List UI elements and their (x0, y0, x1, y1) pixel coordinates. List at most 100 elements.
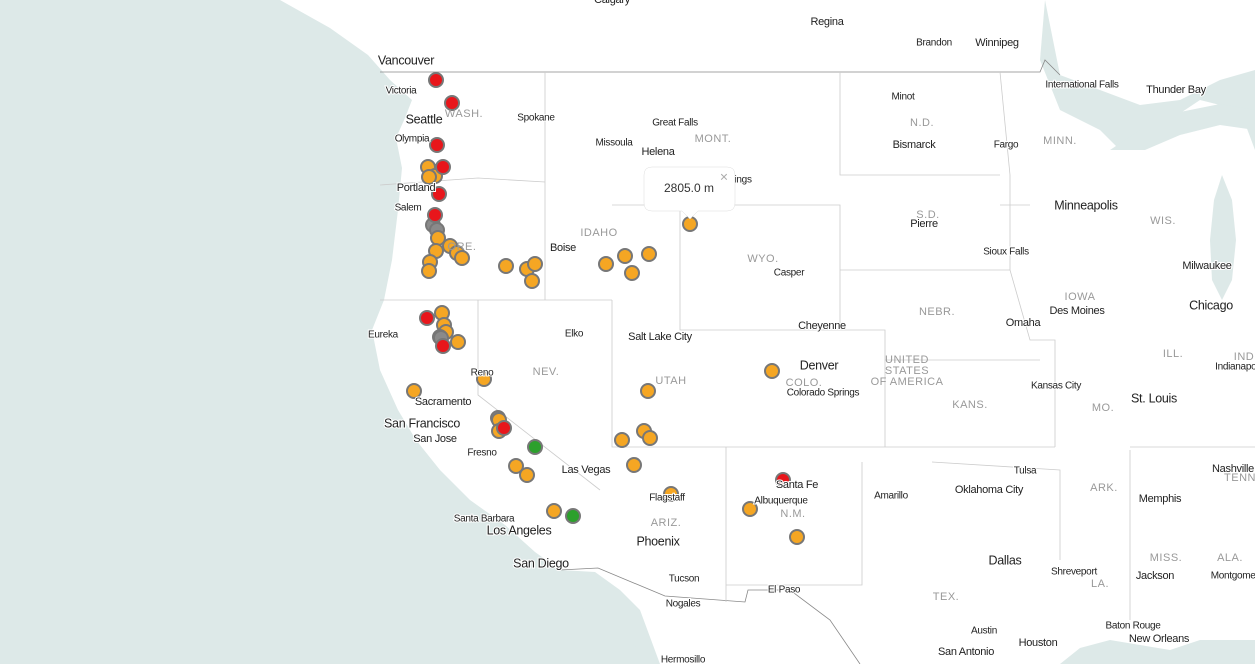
station-marker[interactable] (624, 265, 640, 281)
region-label: IOWA (1065, 291, 1096, 303)
station-marker[interactable] (419, 310, 435, 326)
city-label: Omaha (1006, 317, 1042, 329)
station-marker[interactable] (519, 467, 535, 483)
region-label: UTAH (655, 375, 686, 387)
station-marker[interactable] (429, 137, 445, 153)
station-marker[interactable] (626, 457, 642, 473)
region-label: ALA. (1217, 552, 1243, 564)
region-label: WIS. (1150, 215, 1176, 227)
city-label: Spokane (517, 113, 555, 124)
station-marker[interactable] (546, 503, 562, 519)
city-label: Helena (641, 146, 675, 158)
station-marker[interactable] (406, 383, 422, 399)
station-marker[interactable] (764, 363, 780, 379)
city-label: San Jose (413, 433, 457, 445)
station-marker[interactable] (789, 529, 805, 545)
lake-michigan (1210, 175, 1236, 300)
city-label: Los Angeles (487, 523, 552, 537)
city-label: Phoenix (636, 534, 680, 548)
popup-text: 2805.0 m (664, 181, 714, 195)
city-label: Dallas (989, 553, 1022, 567)
region-label: LA. (1091, 578, 1109, 590)
station-marker[interactable] (421, 263, 437, 279)
city-label: San Francisco (384, 416, 460, 430)
station-marker[interactable] (640, 383, 656, 399)
station-marker[interactable] (775, 472, 791, 488)
city-label: St. Louis (1131, 391, 1177, 405)
city-label: Cheyenne (798, 320, 846, 332)
city-label: Minot (892, 92, 915, 103)
station-marker[interactable] (496, 420, 512, 436)
lake-superior (1110, 104, 1255, 150)
region-label: OF AMERICA (871, 376, 944, 388)
city-label: Las Vegas (562, 464, 611, 476)
city-label: Vancouver (378, 53, 434, 67)
station-marker[interactable] (527, 439, 543, 455)
region-label: STATES (885, 365, 929, 377)
region-label: NEV. (533, 366, 560, 378)
city-label: Seattle (406, 112, 443, 126)
city-label: Boise (550, 242, 576, 254)
station-marker[interactable] (524, 273, 540, 289)
city-label: Albuquerque (754, 496, 808, 507)
city-label: Pierre (910, 218, 938, 230)
station-marker[interactable] (742, 501, 758, 517)
city-label: Montgomery (1211, 571, 1255, 582)
city-label: Elko (565, 329, 584, 340)
city-label: New Orleans (1129, 633, 1190, 645)
city-label: Nashville (1212, 463, 1254, 475)
city-label: Shreveport (1051, 567, 1097, 578)
city-label: Olympia (395, 134, 430, 145)
region-label: UNITED (885, 354, 929, 366)
city-label: Salem (395, 203, 422, 214)
station-marker[interactable] (508, 458, 524, 474)
region-label: IDAHO (580, 227, 617, 239)
city-label: Austin (971, 626, 997, 637)
station-marker[interactable] (454, 250, 470, 266)
station-marker[interactable] (435, 159, 451, 175)
city-label: Milwaukee (1182, 260, 1231, 272)
city-label: Houston (1019, 637, 1058, 649)
region-label: IND (1234, 351, 1254, 363)
station-marker[interactable] (428, 72, 444, 88)
station-marker[interactable] (663, 486, 679, 502)
markers (406, 72, 805, 545)
station-marker[interactable] (498, 258, 514, 274)
popup-close[interactable]: × (720, 169, 728, 185)
city-label: Memphis (1139, 493, 1182, 505)
city-label: El Paso (768, 585, 801, 596)
city-label: Des Moines (1049, 305, 1105, 317)
station-marker[interactable] (450, 334, 466, 350)
station-marker[interactable] (527, 256, 543, 272)
station-marker[interactable] (617, 248, 633, 264)
city-label: Colorado Springs (787, 388, 860, 399)
station-marker[interactable] (435, 338, 451, 354)
city-label: Tucson (669, 574, 700, 585)
station-marker[interactable] (476, 371, 492, 387)
region-label: ARIZ. (651, 517, 682, 529)
region-label: MINN. (1043, 135, 1077, 147)
station-marker[interactable] (431, 186, 447, 202)
region-label: N.M. (780, 508, 805, 520)
station-marker[interactable] (427, 207, 443, 223)
region-label: ORE. (448, 241, 477, 253)
gulf-baja (580, 572, 650, 664)
city-label: Nogales (666, 599, 701, 610)
region-label: ILL. (1163, 348, 1183, 360)
region-label: WASH. (445, 108, 483, 120)
city-label: Missoula (595, 138, 633, 149)
station-marker[interactable] (642, 430, 658, 446)
region-label: KANS. (952, 399, 988, 411)
city-label: Regina (810, 16, 844, 28)
city-label: Victoria (386, 86, 418, 97)
station-marker[interactable] (444, 95, 460, 111)
state-borders (379, 71, 1255, 620)
station-marker[interactable] (641, 246, 657, 262)
city-label: Eureka (368, 330, 399, 341)
station-marker[interactable] (421, 169, 437, 185)
country-border (380, 59, 1061, 664)
station-marker[interactable] (614, 432, 630, 448)
station-marker[interactable] (565, 508, 581, 524)
station-marker[interactable] (598, 256, 614, 272)
